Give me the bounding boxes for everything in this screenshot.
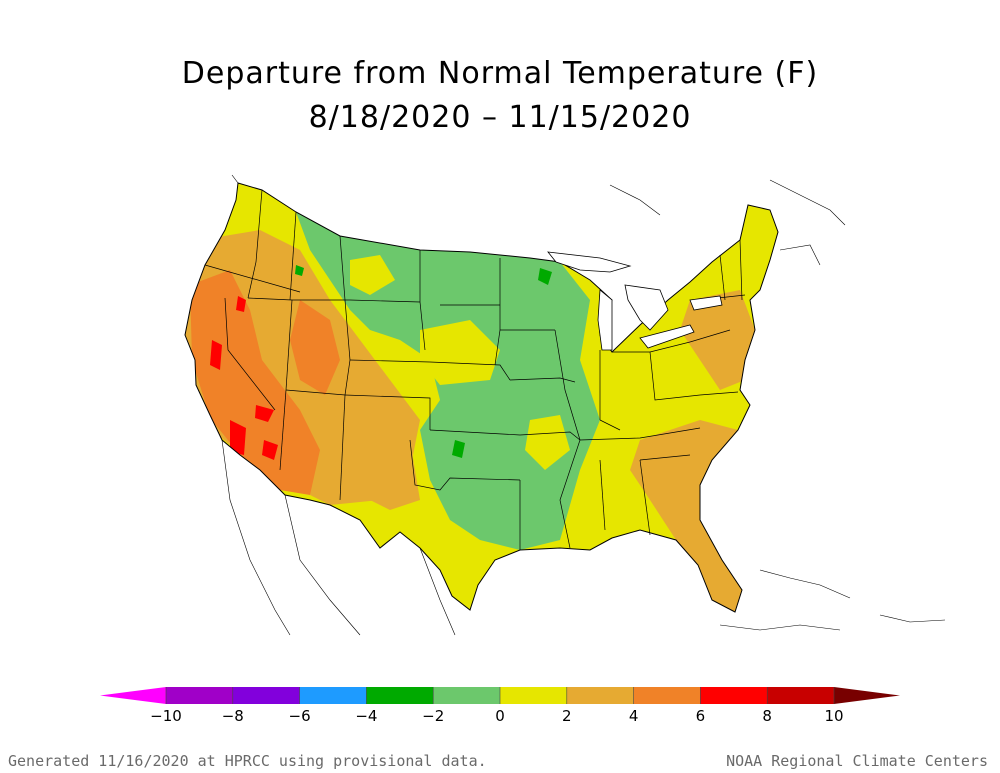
source-credit: NOAA Regional Climate Centers [726,752,988,770]
zone-central-0to2-b [525,415,570,470]
neighbor-outlines [221,174,946,636]
legend-tick-label: 0 [495,707,505,725]
legend-bin-2 [232,687,300,704]
map-title: Departure from Normal Temperature (F) [181,56,819,91]
legend-bin-7 [566,687,634,704]
zone-northeast-2to4 [680,290,755,390]
generated-note: Generated 11/16/2020 at HPRCC using prov… [8,752,487,770]
legend-bin-5 [433,687,500,704]
zone-red-1 [230,420,246,455]
state-borders [204,189,746,550]
zone-central-0to2-c [350,255,395,295]
great-lakes [547,251,723,351]
legend-bin-3 [299,687,367,704]
zone-neg4-a [452,440,465,458]
legend-bin-11 [834,687,900,704]
zone-southeast-2to4 [630,420,742,612]
legend-tick-label: −6 [289,707,311,725]
legend-bin-9 [700,687,768,704]
legend-tick-label: 10 [824,707,843,725]
legend-bin-0 [100,687,166,704]
zone-west-4to6 [190,270,320,495]
legend-bin-4 [366,687,434,704]
legend-tick-label: 2 [562,707,572,725]
legend-bin-1 [166,687,233,704]
legend-tick-label: 6 [696,707,706,725]
zone-red-4 [236,296,246,312]
zone-central-0to2-a [420,320,500,385]
legend-tick-label: −4 [355,707,377,725]
legend-bin-6 [500,687,567,704]
legend-bin-10 [767,687,834,704]
legend-tick-label: −8 [222,707,244,725]
legend-tick-label: 4 [629,707,639,725]
zone-red-3 [210,340,222,370]
zone-neg4-c [295,265,304,276]
zone-west-4to6b [290,300,340,395]
legend-tick-label: 8 [762,707,772,725]
legend-tick-label: −2 [422,707,444,725]
legend-tick-label: −10 [150,707,182,725]
zone-neg4-b [538,268,552,285]
legend-bin-8 [633,687,701,704]
zone-nm-2to4 [350,440,420,510]
zone-red-2 [255,405,274,422]
map-date-range: 8/18/2020 – 11/15/2020 [308,100,692,135]
zone-red-5 [262,440,278,460]
